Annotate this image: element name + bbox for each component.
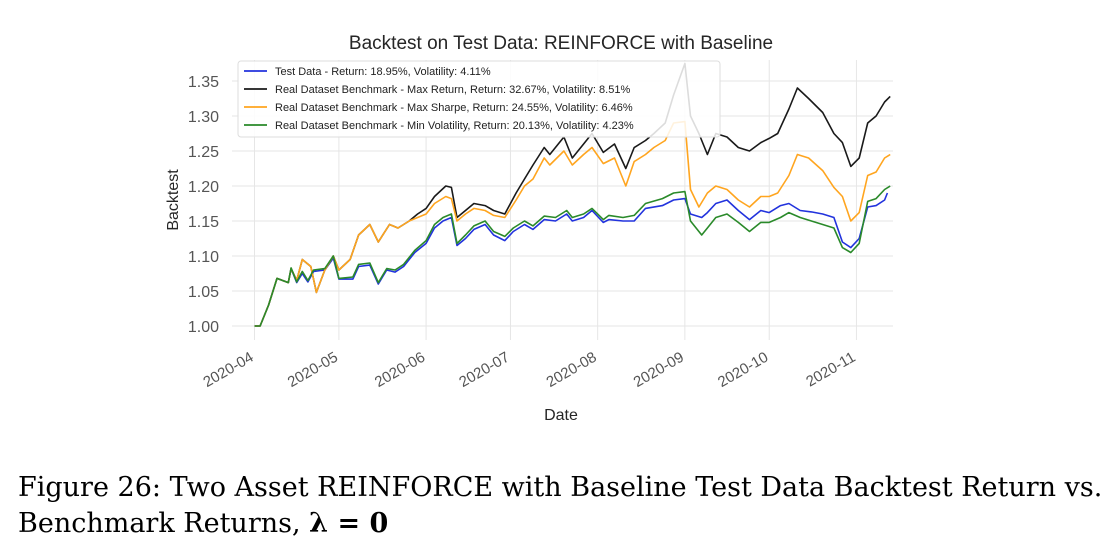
legend-entry: Real Dataset Benchmark - Min Volatility,… bbox=[275, 120, 634, 132]
x-axis-label: Date bbox=[544, 407, 578, 424]
x-tick-label: 2020-08 bbox=[543, 349, 599, 391]
chart-title: Backtest on Test Data: REINFORCE with Ba… bbox=[349, 33, 773, 54]
series-line-4 bbox=[254, 185, 891, 327]
y-tick-label: 1.00 bbox=[188, 319, 219, 336]
legend-entry: Real Dataset Benchmark - Max Sharpe, Ret… bbox=[275, 102, 633, 114]
x-axis-ticks: 2020-04 2020-05 2020-06 2020-07 2020-08 2020-… bbox=[200, 349, 858, 391]
x-tick-label: 2020-05 bbox=[285, 349, 341, 391]
caption-text: Two Asset REINFORCE with Baseline Test D… bbox=[18, 472, 1103, 539]
x-tick-label: 2020-06 bbox=[372, 349, 428, 391]
caption-math: λ = 0 bbox=[309, 508, 389, 539]
y-tick-label: 1.15 bbox=[188, 214, 219, 231]
y-tick-label: 1.35 bbox=[188, 74, 219, 91]
series-lines bbox=[254, 62, 891, 327]
legend-entry: Real Dataset Benchmark - Max Return, Ret… bbox=[275, 84, 630, 96]
y-tick-label: 1.05 bbox=[188, 284, 219, 301]
backtest-line-chart: 1.00 1.05 1.10 1.15 1.20 1.25 1.30 1.35 2020-04… bbox=[165, 33, 893, 424]
x-tick-label: 2020-11 bbox=[803, 349, 858, 391]
y-axis-label: Backtest bbox=[165, 169, 182, 231]
x-tick-label: 2020-04 bbox=[200, 349, 256, 391]
y-tick-label: 1.30 bbox=[188, 109, 219, 126]
legend-box bbox=[237, 60, 721, 138]
chart-legend: Test Data - Return: 18.95%, Volatility: … bbox=[237, 60, 721, 138]
y-axis-ticks: 1.00 1.05 1.10 1.15 1.20 1.25 1.30 1.35 bbox=[188, 74, 219, 336]
y-tick-label: 1.25 bbox=[188, 144, 219, 161]
x-tick-label: 2020-09 bbox=[631, 349, 687, 391]
caption-prefix: Figure 26: bbox=[18, 472, 161, 503]
legend-entry: Test Data - Return: 18.95%, Volatility: … bbox=[275, 66, 491, 78]
x-tick-label: 2020-07 bbox=[456, 349, 512, 391]
y-tick-label: 1.10 bbox=[188, 249, 219, 266]
figure-caption: Figure 26: Two Asset REINFORCE with Base… bbox=[18, 470, 1108, 542]
x-tick-label: 2020-10 bbox=[715, 349, 771, 391]
series-line-3 bbox=[254, 120, 891, 327]
y-tick-label: 1.20 bbox=[188, 179, 219, 196]
